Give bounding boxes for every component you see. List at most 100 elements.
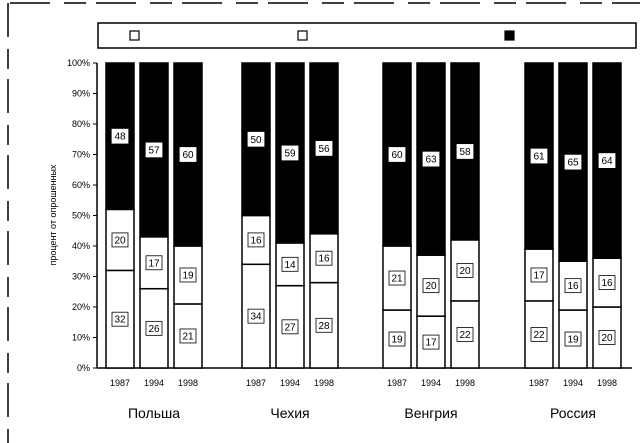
segment-label: 48 [114, 132, 126, 143]
segment-label: 57 [148, 145, 160, 156]
segment-label: 16 [601, 278, 613, 289]
segment-label-box [145, 142, 163, 158]
segment-label: 20 [601, 333, 613, 344]
x-group-label: Чехия [270, 405, 309, 421]
segment-label-box [247, 308, 265, 324]
segment-label-box [530, 327, 548, 342]
segment-label: 19 [182, 270, 194, 281]
x-category-label: 1994 [144, 378, 164, 388]
y-tick-label: 0% [77, 363, 90, 373]
segment-label-box [598, 153, 616, 169]
segment-label-box [111, 311, 129, 327]
segment-label: 16 [318, 254, 330, 265]
segment-label: 19 [391, 335, 403, 346]
segment-label: 17 [425, 338, 437, 349]
legend-box [97, 22, 637, 49]
segment-label: 14 [284, 260, 296, 271]
y-axis-ticks: 0% 10% 20% 30% 40% 50% 60% 70% 80% 90% 100% [67, 58, 97, 373]
segment-label-box [179, 147, 197, 162]
segment-label: 26 [148, 324, 160, 335]
y-axis-title: процент от опрошенных [48, 164, 58, 265]
segment-label: 16 [250, 235, 262, 246]
segment-label: 60 [182, 150, 194, 161]
segment-label-box [530, 148, 548, 164]
segment-label-box [456, 262, 474, 278]
bar-segment [450, 62, 480, 241]
segment-label: 17 [148, 258, 160, 269]
segment-label-box [388, 147, 406, 162]
x-category-label: 1998 [314, 378, 334, 388]
bar-segment [309, 62, 339, 235]
bar-segment [416, 315, 446, 369]
segment-label: 34 [250, 312, 262, 323]
segment-label-box [388, 270, 406, 286]
segment-label-box [315, 140, 333, 156]
x-axis-labels: 1987 1994 1998 Польша 1987 1994 1998 Чехия 1987 1… [110, 378, 617, 421]
segment-label-box [315, 317, 333, 333]
segment-label-box [281, 319, 299, 335]
x-category-label: 1987 [529, 378, 549, 388]
segment-label-box [145, 255, 163, 271]
segment-label: 58 [459, 147, 471, 158]
segment-label: 63 [425, 155, 437, 166]
segment-label: 17 [533, 270, 545, 281]
x-category-label: 1998 [455, 378, 475, 388]
x-category-label: 1998 [178, 378, 198, 388]
segment-label-box [179, 328, 197, 344]
segment-label: 56 [318, 144, 330, 155]
segment-label: 65 [567, 158, 579, 169]
x-category-label: 1994 [563, 378, 583, 388]
segment-label-box [564, 154, 582, 170]
y-tick-label: 10% [72, 333, 90, 343]
segment-label: 19 [567, 335, 579, 346]
segment-label-box [315, 250, 333, 266]
segment-label: 64 [601, 156, 613, 167]
legend-swatch [129, 30, 140, 41]
x-category-label: 1994 [280, 378, 300, 388]
segment-label-box [281, 256, 299, 272]
segment-label: 32 [114, 315, 126, 326]
segment-label-box [422, 334, 440, 350]
segment-label: 21 [182, 331, 194, 342]
segment-label-box [564, 278, 582, 294]
segment-label-box [456, 327, 474, 342]
segment-label: 60 [391, 150, 403, 161]
segment-label: 20 [114, 235, 126, 246]
segment-label: 61 [533, 152, 545, 163]
segment-label: 27 [284, 322, 296, 333]
y-tick-label: 50% [72, 211, 90, 221]
y-tick-label: 40% [72, 241, 90, 251]
x-category-label: 1987 [246, 378, 266, 388]
segment-label-box [598, 275, 616, 291]
segment-label-box [422, 278, 440, 294]
x-group-label: Польша [128, 405, 180, 421]
segment-label-box [145, 320, 163, 336]
segment-label-box [388, 331, 406, 347]
y-tick-label: 20% [72, 302, 90, 312]
segment-label-box [530, 267, 548, 283]
segment-label: 22 [459, 330, 471, 341]
segment-label: 22 [533, 330, 545, 341]
y-tick-label: 30% [72, 272, 90, 282]
x-group-label: Россия [550, 405, 596, 421]
segment-label-box [247, 131, 265, 147]
segment-label-box [456, 144, 474, 159]
segment-label: 16 [567, 281, 579, 292]
y-tick-label: 60% [72, 180, 90, 190]
x-category-label: 1987 [110, 378, 130, 388]
x-category-label: 1998 [597, 378, 617, 388]
segment-label-box [281, 145, 299, 161]
segment-label-box [598, 330, 616, 345]
x-category-label: 1987 [387, 378, 407, 388]
segment-label: 20 [425, 281, 437, 292]
segment-label-box [111, 232, 129, 248]
x-category-label: 1994 [421, 378, 441, 388]
segment-label-box [179, 267, 197, 283]
segment-label: 28 [318, 321, 330, 332]
y-tick-label: 70% [72, 150, 90, 160]
segment-label: 21 [391, 274, 403, 285]
segment-label: 20 [459, 266, 471, 277]
legend-swatch [504, 30, 515, 41]
legend [129, 30, 515, 41]
